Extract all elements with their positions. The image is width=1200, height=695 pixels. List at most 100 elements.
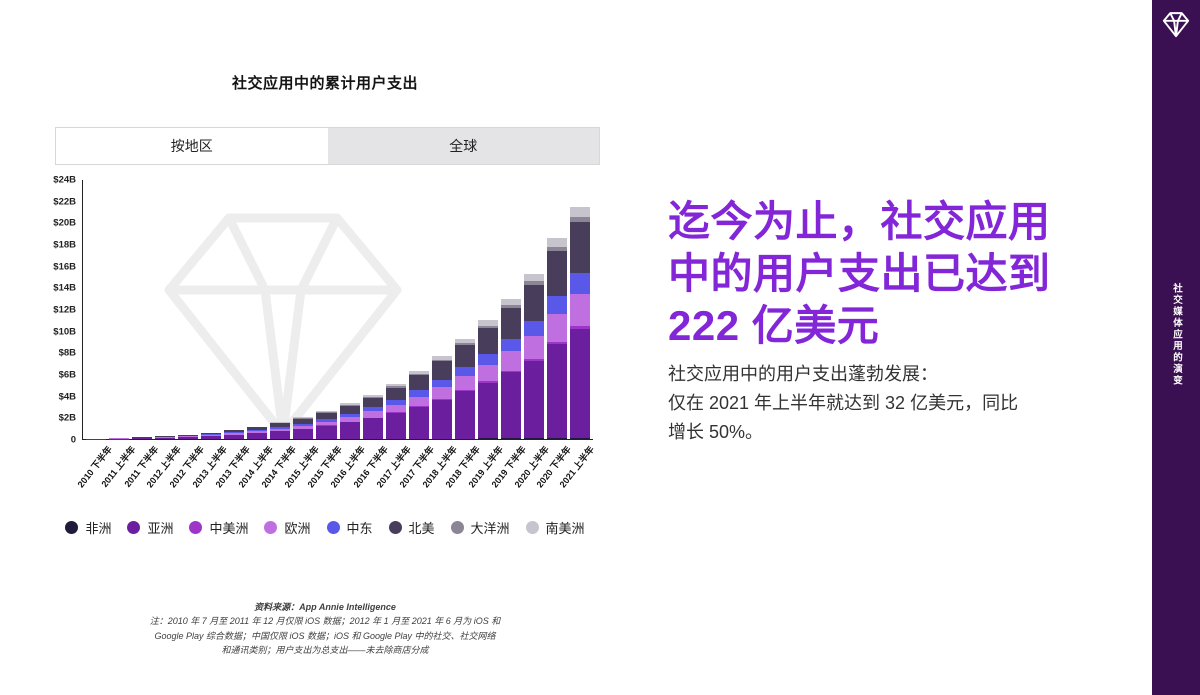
bar-segment (385, 387, 406, 400)
bar-segment (569, 328, 591, 438)
x-axis-labels: 2010 下半年 2011 上半年 2011 下半年 2012 上半年 2012 下半年… (76, 442, 596, 504)
stacked-bar (201, 180, 222, 439)
y-tick-label: $18B (53, 239, 76, 251)
bar-segment (316, 412, 337, 419)
bar-segment (546, 238, 567, 248)
bar-segment (454, 376, 475, 391)
y-tick-label: $24B (53, 174, 76, 186)
footnote-note-line: 和通讯类别；用户支出为总支出——未去除商店分成 (221, 645, 429, 656)
bar-segment (523, 335, 544, 359)
legend-item[interactable]: 南美洲 (525, 518, 585, 537)
bar-segment (454, 367, 475, 377)
bar-segment (362, 418, 383, 439)
legend-label: 欧洲 (284, 521, 311, 536)
bar-segment (224, 433, 245, 435)
bar-segment (477, 438, 498, 439)
stacked-bar (86, 180, 107, 439)
bar-segment (178, 436, 199, 439)
footnote-note-line: 注：2010 年 7 月至 2011 年 12 月仅限 iOS 数据；2012 … (149, 616, 501, 627)
bar-segment (339, 405, 360, 406)
y-tick-label: $8B (58, 347, 76, 359)
stacked-bar (385, 180, 406, 439)
bar-segment (569, 326, 591, 329)
bar-segment (293, 417, 314, 419)
legend-item[interactable]: 中美洲 (189, 518, 248, 537)
bar-segment (224, 432, 245, 434)
bar-segment (454, 438, 475, 439)
bar-segment (316, 421, 337, 426)
bar-segment (339, 403, 360, 406)
bar-segment (454, 391, 475, 439)
stacked-bar (408, 180, 429, 439)
bar-segment (247, 427, 268, 431)
bar-segment (500, 307, 521, 339)
bar-segment (569, 294, 591, 327)
bar-segment (362, 407, 383, 412)
bar-segment (247, 430, 268, 432)
bar-segment (477, 354, 498, 365)
y-tick-label: $22B (53, 196, 76, 208)
headline: 迄今为止，社交应用 中的用户支出已达到 222 亿美元 (668, 196, 1138, 352)
bar-segment (546, 251, 567, 296)
stacked-bar-chart: 0 $2B $4B $6B $8B $10B $12B $14B $16B $18B $20B $22… (50, 175, 595, 446)
bar-segment (408, 375, 429, 391)
bar-segment (431, 399, 452, 439)
bar-segment (546, 341, 567, 344)
legend-label: 中美洲 (209, 521, 249, 536)
bar-segment (155, 436, 176, 437)
legend-item[interactable]: 大洋洲 (450, 518, 510, 537)
side-rail: 社交媒体应用的演变 (1152, 0, 1200, 695)
y-tick-label: $2B (58, 412, 76, 424)
footnote-note-line: Google Play 综合数据；中国仅限 iOS 数据；iOS 和 Googl… (154, 630, 496, 641)
bar-segment (385, 412, 406, 413)
bar-segment (454, 390, 475, 392)
legend-item[interactable]: 亚洲 (127, 518, 173, 537)
bar-segment (500, 338, 521, 352)
bar-segment (546, 247, 567, 252)
bar-segment (247, 431, 268, 433)
y-tick-label: 0 (70, 434, 76, 446)
stacked-bar (431, 180, 452, 439)
bar-segment (408, 374, 429, 376)
legend-item[interactable]: 北美 (388, 518, 435, 537)
bar-segment (270, 423, 291, 428)
stacked-bar (523, 180, 544, 439)
bar-segment (523, 438, 544, 439)
headline-line: 中的用户支出已达到 (668, 250, 1051, 298)
legend-label: 中东 (346, 521, 373, 536)
stacked-bar (569, 180, 591, 439)
bar-segment (339, 422, 360, 439)
bar-segment (316, 411, 337, 413)
stacked-bar (224, 180, 245, 439)
bar-segment (408, 406, 429, 439)
bar-segment (431, 361, 452, 380)
y-tick-label: $16B (53, 261, 76, 273)
tab-global[interactable]: 全球 (327, 128, 599, 164)
legend-dot (127, 521, 141, 534)
y-tick-label: $20B (53, 217, 76, 229)
bar-segment (385, 412, 406, 439)
bar-segment (431, 379, 452, 388)
bar-segment (178, 434, 199, 436)
bar-segment (201, 434, 222, 435)
legend-dot (189, 521, 203, 534)
stacked-bar (270, 180, 291, 439)
tab-by-region[interactable]: 按地区 (56, 128, 328, 164)
stacked-bar (109, 180, 130, 439)
bar-segment (523, 360, 544, 439)
bar-segment (500, 298, 521, 306)
legend-item[interactable]: 非洲 (65, 518, 111, 537)
bar-segment (178, 436, 199, 437)
bar-segment (500, 305, 521, 308)
y-axis: 0 $2B $4B $6B $8B $10B $12B $14B $16B $18B $20B $22… (50, 175, 82, 446)
bar-segment (408, 396, 429, 407)
legend-item[interactable]: 中东 (326, 518, 373, 537)
bar-segment (546, 313, 567, 342)
bar-segment (270, 428, 291, 431)
x-tick: 2021 上半年 (558, 442, 596, 504)
legend-label: 大洋洲 (470, 521, 510, 536)
bar-segment (454, 345, 475, 368)
legend-item[interactable]: 欧洲 (264, 518, 311, 537)
bar-segment (408, 406, 429, 407)
